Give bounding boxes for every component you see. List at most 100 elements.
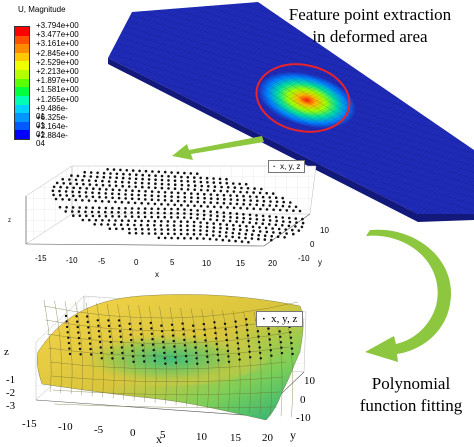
scatter-point	[216, 214, 219, 218]
scatter-point	[242, 194, 245, 198]
scatter-point	[180, 183, 184, 187]
scatter-point	[166, 220, 170, 223]
scatter-point	[87, 199, 91, 202]
surface-point	[195, 357, 198, 360]
scatter-point	[235, 216, 239, 219]
scatter-point	[141, 185, 144, 189]
scatter-point	[206, 205, 209, 208]
surface-point	[121, 351, 124, 355]
surface-point	[98, 335, 101, 338]
scatter-point	[200, 184, 203, 188]
scatter-x-tick: -10	[66, 256, 78, 265]
scatter-point	[101, 219, 104, 222]
scatter-point	[287, 224, 291, 228]
scatter-point	[252, 191, 255, 194]
scatter-point	[115, 172, 119, 176]
scatter-point	[117, 211, 120, 214]
surface-point	[88, 337, 91, 340]
scatter-point	[199, 176, 202, 180]
scatter-point	[235, 194, 239, 198]
scatter-point	[271, 192, 275, 195]
scatter-point	[160, 174, 164, 178]
scatter-x-tick: 15	[236, 259, 245, 268]
scatter-point	[140, 219, 143, 223]
surface-point	[160, 324, 163, 327]
scatter-point	[51, 189, 55, 193]
scatter-point	[143, 194, 147, 197]
surface-point	[172, 339, 175, 343]
scatter-point	[294, 217, 298, 220]
surface-point	[280, 346, 283, 349]
surface-y-tick: 10	[304, 375, 315, 387]
scatter-point	[84, 210, 87, 214]
contour-legend-value: +2.529e+00	[36, 57, 79, 67]
scatter-point	[173, 232, 176, 236]
scatter-point	[166, 203, 170, 206]
scatter-point	[212, 177, 215, 180]
scatter-point	[104, 210, 107, 214]
scatter-point	[249, 217, 252, 221]
scatter-point	[160, 232, 163, 235]
scatter-point	[192, 220, 196, 224]
surface-point	[129, 328, 132, 331]
scatter-point	[179, 220, 183, 223]
scatter-point	[274, 215, 278, 219]
surface-point	[213, 321, 216, 324]
scatter-point	[199, 233, 202, 236]
surface-point	[100, 357, 104, 360]
scatter-point	[229, 215, 232, 219]
surface-z-tick: -1	[6, 374, 16, 386]
scatter-point	[176, 195, 180, 199]
scatter-point	[221, 238, 225, 242]
scatter-point	[170, 236, 173, 240]
scatter-point	[268, 204, 272, 207]
surface-x-tick: -5	[94, 424, 104, 436]
scatter-point	[248, 195, 252, 198]
scatter-point	[300, 225, 304, 229]
scatter-point	[232, 182, 235, 185]
surface-plot	[35, 294, 307, 421]
surface-point	[163, 351, 166, 355]
scatter-point	[68, 178, 71, 181]
surface-point	[226, 344, 229, 347]
scatter-point	[202, 217, 206, 221]
surface-point	[184, 354, 188, 358]
surface-point	[66, 331, 69, 334]
surface-point	[143, 360, 146, 363]
scatter-legend-label: x, y, z	[280, 162, 301, 171]
scatter-point	[209, 197, 213, 200]
scatter-point	[98, 206, 101, 210]
scatter-point	[141, 173, 144, 177]
scatter-point	[288, 205, 291, 208]
green-arrow-left	[172, 136, 264, 160]
scatter-point	[235, 202, 239, 206]
scatter-point	[301, 221, 305, 225]
scatter-point	[78, 190, 81, 194]
scatter-point	[105, 188, 108, 191]
scatter-point	[236, 198, 239, 202]
surface-point	[117, 319, 121, 322]
scatter-point	[121, 176, 125, 180]
surface-point	[141, 344, 144, 347]
scatter-point	[147, 178, 151, 181]
surface-point	[291, 352, 294, 356]
surface-x-tick: -15	[22, 418, 37, 430]
surface-point	[78, 342, 81, 345]
surface-point	[174, 356, 177, 359]
scatter-point	[154, 174, 157, 177]
surface-point	[237, 353, 241, 356]
surface-point	[119, 335, 122, 338]
scatter-point	[176, 171, 180, 175]
scatter-point	[97, 210, 100, 214]
scatter-point	[131, 189, 134, 192]
scatter-point	[183, 196, 187, 199]
scatter-point	[190, 192, 193, 195]
surface-x-tick: 15	[230, 432, 241, 444]
scatter-point	[277, 227, 281, 231]
scatter-point	[107, 219, 111, 222]
scatter-point	[229, 202, 232, 205]
scatter-x-tick: 0	[134, 258, 139, 267]
scatter-x-tick: -5	[98, 257, 106, 266]
contour-swatch	[15, 35, 29, 45]
